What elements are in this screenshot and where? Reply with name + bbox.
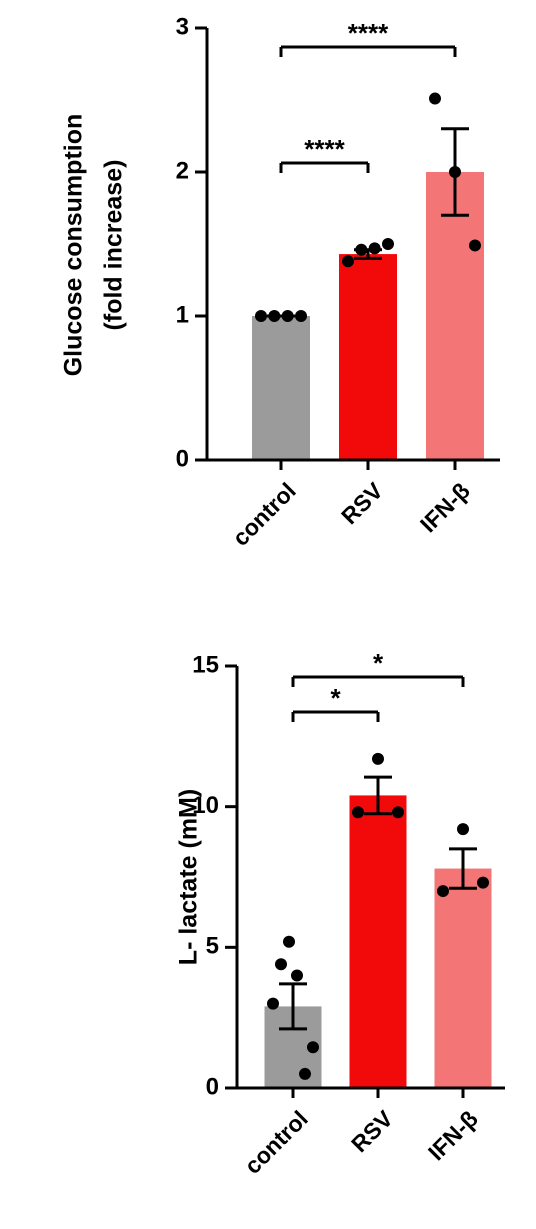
y-axis-label: L- lactate (mM)	[175, 789, 203, 965]
y-tick-label: 1	[176, 301, 189, 328]
data-point	[281, 310, 294, 322]
data-point	[283, 935, 295, 948]
significance-label: *	[330, 683, 341, 713]
data-point	[392, 806, 404, 819]
data-point	[437, 885, 449, 898]
y-tick-label: 10	[192, 792, 219, 819]
error-bar	[279, 982, 307, 1031]
data-point	[382, 238, 394, 250]
data-point	[368, 242, 381, 255]
data-point	[355, 243, 368, 256]
data-point	[299, 1067, 311, 1080]
x-tick-label: RSV	[336, 477, 388, 529]
data-point	[267, 997, 279, 1010]
bar	[426, 172, 484, 460]
data-point	[342, 255, 354, 268]
significance-label: *	[373, 648, 384, 678]
significance-label: ****	[348, 18, 389, 48]
bar	[434, 868, 492, 1088]
y-tick-label: 3	[176, 13, 189, 40]
data-point	[457, 823, 469, 836]
x-tick-label: IFN-β	[423, 1105, 483, 1165]
y-tick-label: 15	[192, 651, 219, 678]
y-axis-label: Glucose consumption	[60, 114, 88, 377]
y-tick-label: 2	[176, 157, 189, 184]
data-point	[469, 239, 481, 252]
y-tick-label: 5	[206, 933, 219, 960]
y-tick-label: 0	[176, 445, 189, 472]
data-point	[268, 310, 281, 322]
y-tick-label: 0	[206, 1073, 219, 1100]
x-tick-label: control	[227, 477, 301, 551]
data-point	[291, 969, 303, 982]
significance-bracket	[279, 161, 370, 173]
data-point	[275, 958, 287, 971]
y-axis-label: (fold increase)	[100, 160, 128, 331]
data-point	[449, 166, 461, 178]
data-point	[352, 806, 364, 819]
x-tick-label: RSV	[346, 1105, 398, 1157]
data-point	[295, 310, 307, 322]
error-bar	[364, 775, 392, 816]
data-point	[429, 92, 441, 105]
data-point	[307, 1041, 319, 1054]
data-point	[372, 752, 384, 765]
x-tick-label: IFN-β	[415, 477, 475, 537]
bar	[349, 795, 407, 1088]
bar	[339, 254, 397, 460]
x-tick-label: control	[239, 1105, 313, 1179]
significance-bracket	[291, 675, 465, 687]
bar	[252, 316, 310, 460]
data-point	[477, 876, 489, 889]
significance-label: ****	[304, 134, 345, 164]
error-bar	[449, 847, 477, 890]
significance-bracket	[279, 45, 457, 57]
significance-bracket	[291, 710, 380, 722]
data-point	[255, 310, 267, 322]
